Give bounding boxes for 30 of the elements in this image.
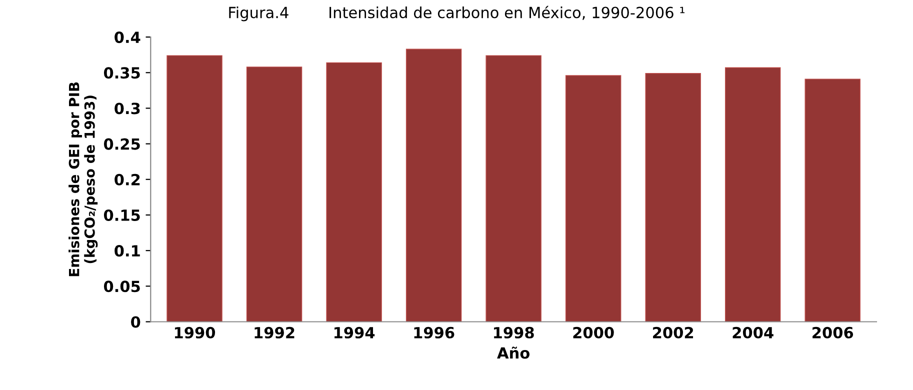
bar xyxy=(724,67,781,322)
x-axis-title: Año xyxy=(497,346,530,359)
y-tick-label: 0 xyxy=(131,316,140,328)
y-tick-label: 0.25 xyxy=(104,138,140,150)
x-tick-label: 2004 xyxy=(732,326,774,338)
y-tick-label: 0.4 xyxy=(114,32,140,44)
chart-title: Figura.4 Intensidad de carbono en México, 1990-2006 ¹ xyxy=(229,6,684,22)
y-tick-label: 0.05 xyxy=(104,280,140,292)
x-tick-label: 2002 xyxy=(653,326,694,338)
bar xyxy=(406,48,462,322)
bar xyxy=(166,55,222,322)
x-tick-label: 1990 xyxy=(174,326,216,338)
y-axis-title: Emisiones de GEI por PIB (kgCO₂/peso de 1993) xyxy=(68,82,98,276)
x-tick-label: 1992 xyxy=(254,326,294,338)
bar xyxy=(804,78,860,322)
x-tick-label: 1996 xyxy=(414,326,454,338)
bar xyxy=(565,75,622,322)
y-tick-label: 0.35 xyxy=(104,67,140,79)
y-tick-label: 0.3 xyxy=(114,102,140,114)
bar xyxy=(486,55,542,322)
bar xyxy=(645,73,701,322)
x-tick-label: 1998 xyxy=(494,326,534,338)
y-tick-label: 0.1 xyxy=(114,245,140,257)
y-tick-label: 0.15 xyxy=(104,209,140,222)
y-tick-label: 0.2 xyxy=(114,174,140,186)
x-tick-label: 1994 xyxy=(334,326,375,338)
bar xyxy=(246,66,302,322)
bar xyxy=(326,62,382,322)
x-tick-label: 2006 xyxy=(812,326,854,338)
x-tick-label: 2000 xyxy=(573,326,614,338)
